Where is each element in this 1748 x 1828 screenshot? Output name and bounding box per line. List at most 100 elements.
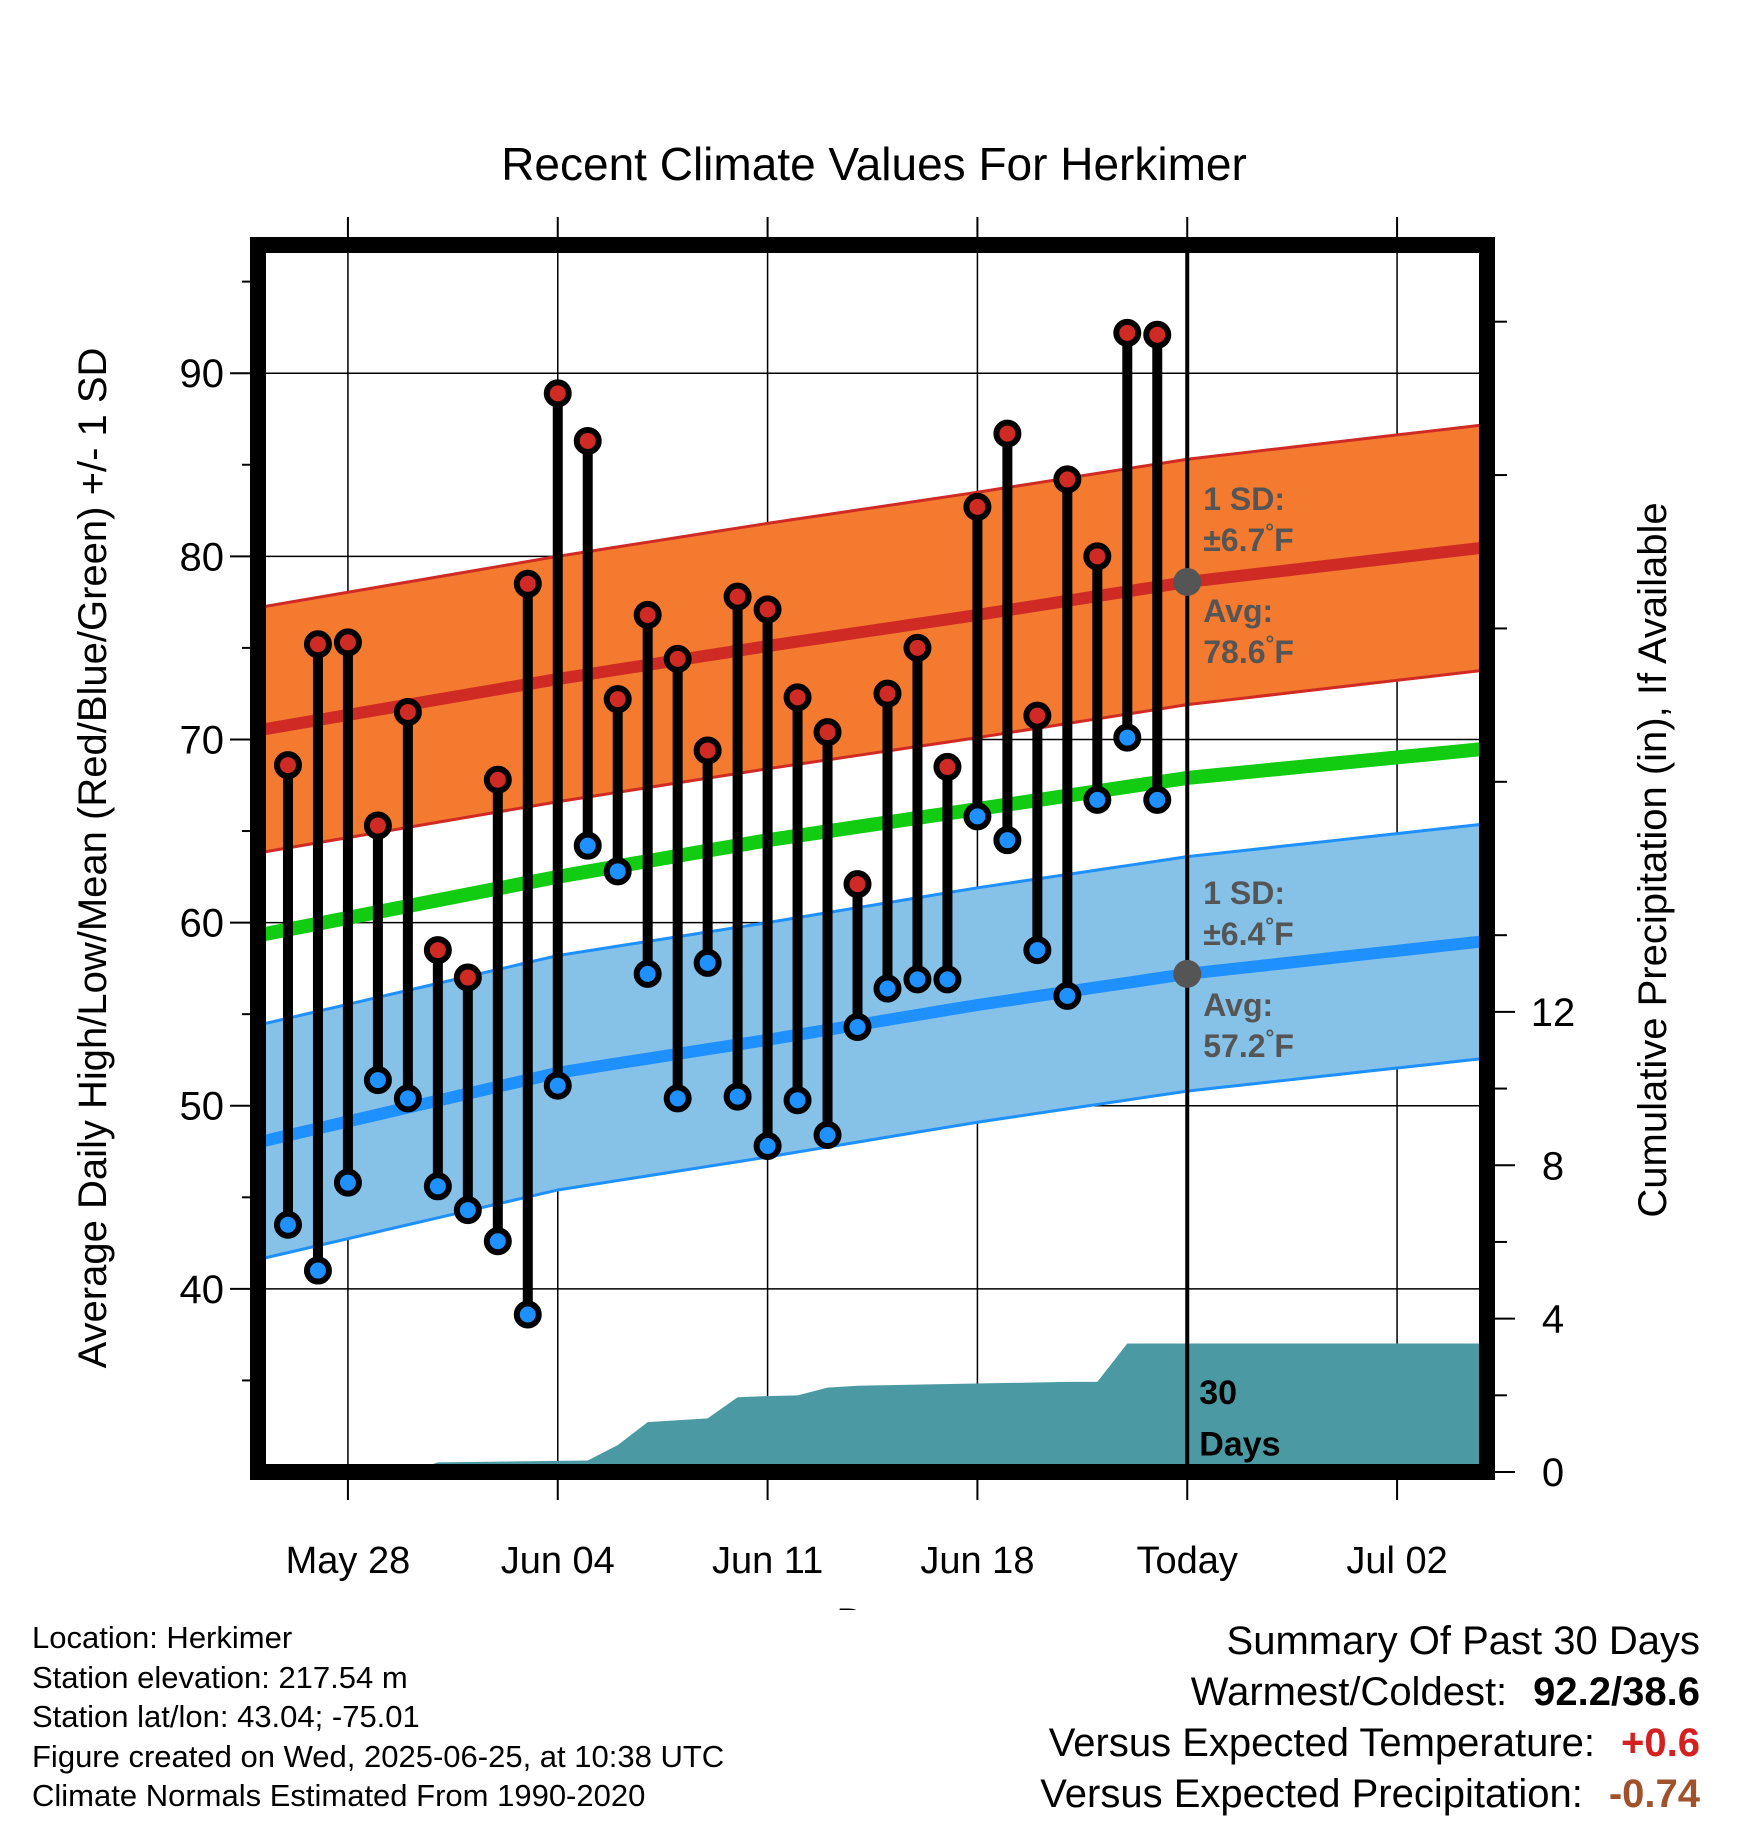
daily-low-point: [903, 965, 932, 994]
daily-low-point: [1113, 723, 1142, 752]
y-tick-label-left: 70: [180, 718, 225, 762]
daily-low-point: [333, 1168, 362, 1197]
daily-low-point: [483, 1227, 512, 1256]
today-avg-low-marker: [1173, 959, 1202, 988]
daily-high-point: [363, 811, 392, 840]
daily-high-point: [1083, 542, 1112, 571]
precip-label: Versus Expected Precipitation:: [1040, 1772, 1583, 1816]
daily-high-point: [393, 697, 422, 726]
high-sd-band-lower-edge: [258, 668, 1487, 855]
today-days-label: 30: [1199, 1374, 1237, 1412]
high-sd-band: [258, 424, 1487, 854]
high-sd-annotation-title: 1 SD:: [1203, 481, 1285, 517]
daily-high-point: [1143, 320, 1172, 349]
low-sd-band: [258, 823, 1487, 1260]
daily-high-point: [483, 765, 512, 794]
y-tick-label-right: 0: [1542, 1451, 1564, 1495]
daily-high-point: [1113, 318, 1142, 347]
x-tick-label: May 28: [286, 1540, 411, 1582]
x-tick-label: Jun 11: [712, 1540, 823, 1582]
daily-low-point: [843, 1012, 872, 1041]
daily-low-point: [873, 974, 902, 1003]
y-tick-label-right: 4: [1542, 1298, 1564, 1342]
precip-area: [407, 1343, 1487, 1472]
precip-value: -0.74: [1608, 1772, 1700, 1816]
daily-low-point: [1143, 785, 1172, 814]
daily-high-point: [573, 426, 602, 455]
summary-temp-row: Versus Expected Temperature: +0.6: [1040, 1718, 1700, 1769]
daily-low-point: [783, 1086, 812, 1115]
daily-low-point: [963, 802, 992, 831]
info-latlon: Station lat/lon: 43.04; -75.01: [32, 1699, 420, 1734]
daily-low-point: [693, 948, 722, 977]
daily-high-point: [693, 736, 722, 765]
high-avg-annotation-value: 78.6°F: [1203, 631, 1294, 670]
daily-high-point: [993, 419, 1022, 448]
low-sd-annotation-value: ±6.4°F: [1203, 913, 1293, 952]
daily-low-point: [933, 965, 962, 994]
y-tick-label-left: 60: [180, 902, 225, 946]
daily-low-point: [303, 1256, 332, 1285]
warmest-value: 92.2/38.6: [1533, 1670, 1700, 1714]
daily-high-point: [303, 630, 332, 659]
daily-low-point: [543, 1071, 572, 1100]
x-tick-label: Jul 02: [1346, 1540, 1447, 1582]
info-location: Location: Herkimer: [32, 1620, 293, 1655]
avg-mean-line: [258, 741, 1487, 943]
daily-low-point: [1083, 785, 1112, 814]
low-avg-annotation-value: 57.2°F: [1203, 1025, 1294, 1064]
daily-low-point: [993, 826, 1022, 855]
chart-title: Recent Climate Values For Herkimer: [501, 138, 1247, 190]
climate-chart: Recent Climate Values For Herkimer 30 Day…: [71, 138, 1675, 1610]
y-tick-label-left: 80: [180, 535, 225, 579]
daily-low-point: [453, 1196, 482, 1225]
y-tick-label-left: 40: [180, 1268, 225, 1312]
daily-low-point: [633, 959, 662, 988]
x-tick-label: Jun 18: [920, 1540, 1034, 1582]
y-tick-label-right: 8: [1542, 1144, 1564, 1188]
today-avg-high-marker: [1173, 567, 1202, 596]
y-tick-label-left: 90: [180, 352, 225, 396]
temp-value: +0.6: [1621, 1721, 1700, 1765]
daily-high-point: [783, 683, 812, 712]
daily-low-point: [603, 857, 632, 886]
warmest-label: Warmest/Coldest:: [1190, 1670, 1508, 1714]
summary-panel: Summary Of Past 30 Days Warmest/Coldest:…: [1040, 1616, 1700, 1820]
high-sd-band-upper-edge: [258, 422, 1487, 610]
daily-low-point: [753, 1132, 782, 1161]
daily-high-point: [273, 751, 302, 780]
x-axis-label: Day: [836, 1601, 907, 1610]
info-normals: Climate Normals Estimated From 1990-2020: [32, 1778, 646, 1813]
daily-low-point: [573, 831, 602, 860]
daily-high-point: [453, 963, 482, 992]
x-tick-label: Today: [1137, 1540, 1238, 1582]
daily-high-point: [873, 679, 902, 708]
daily-high-point: [633, 600, 662, 629]
daily-high-point: [663, 644, 692, 673]
summary-warmest-row: Warmest/Coldest: 92.2/38.6: [1040, 1667, 1700, 1718]
daily-low-point: [1053, 981, 1082, 1010]
daily-high-point: [333, 628, 362, 657]
daily-high-point: [1053, 465, 1082, 494]
daily-low-point: [813, 1121, 842, 1150]
daily-high-point: [753, 595, 782, 624]
summary-heading: Summary Of Past 30 Days: [1226, 1619, 1700, 1663]
y-axis-label-right: Cumulative Precipitation (in), If Availa…: [1631, 502, 1675, 1217]
plot-clip-group: [258, 245, 1487, 1472]
low-sd-annotation-title: 1 SD:: [1203, 875, 1285, 911]
daily-high-point: [423, 936, 452, 965]
daily-high-point: [723, 582, 752, 611]
daily-high-point: [1023, 701, 1052, 730]
daily-high-point: [933, 752, 962, 781]
temp-label: Versus Expected Temperature:: [1048, 1721, 1596, 1765]
daily-high-point: [843, 870, 872, 899]
daily-low-point: [1023, 936, 1052, 965]
y-tick-label-left: 50: [180, 1085, 225, 1129]
y-tick-label-right: 12: [1531, 991, 1576, 1035]
info-created: Figure created on Wed, 2025-06-25, at 10…: [32, 1738, 725, 1774]
x-tick-label: Jun 04: [501, 1540, 615, 1582]
info-elevation: Station elevation: 217.54 m: [32, 1659, 408, 1695]
daily-low-point: [363, 1066, 392, 1095]
low-avg-annotation-title: Avg:: [1203, 987, 1273, 1023]
